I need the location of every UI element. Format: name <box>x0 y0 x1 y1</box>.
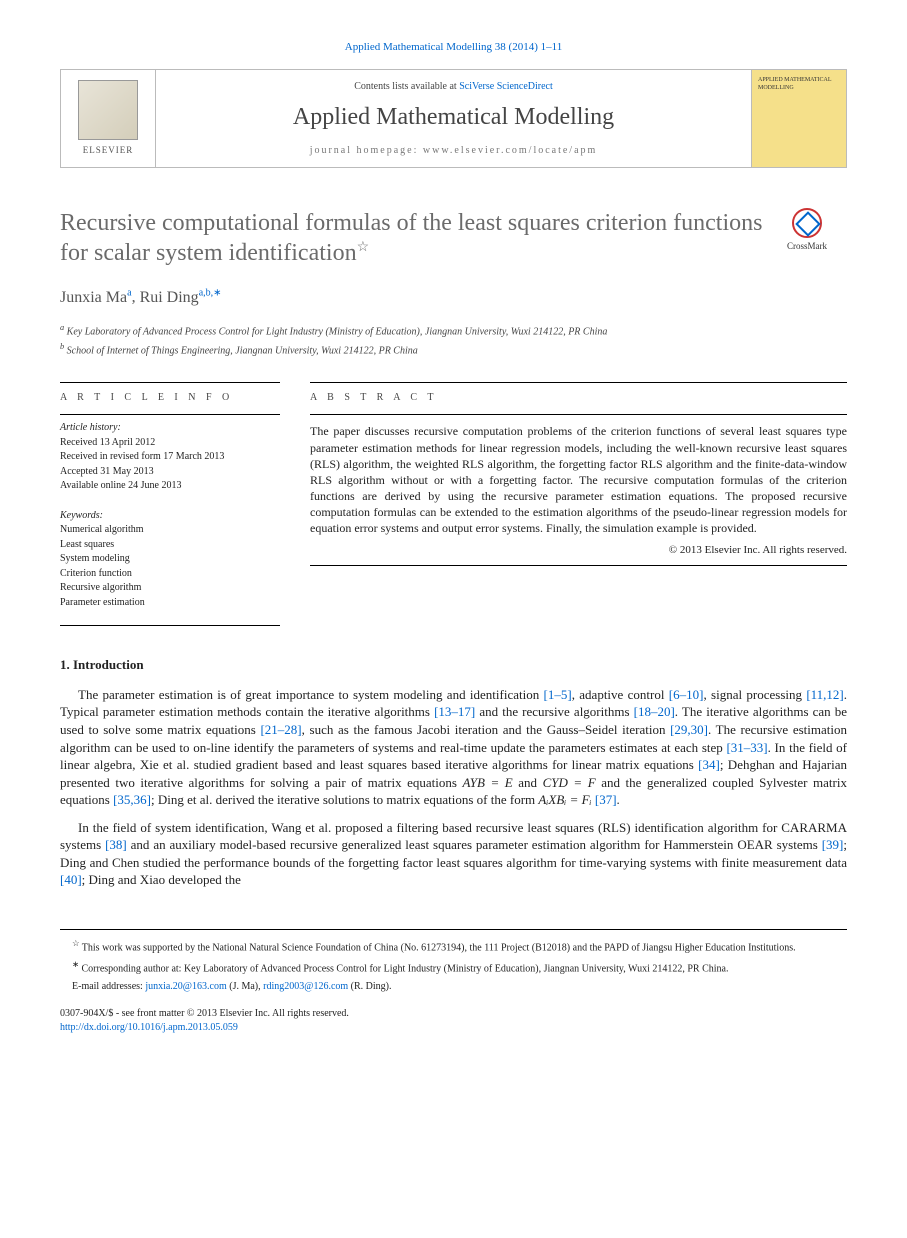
history-item: Received in revised form 17 March 2013 <box>60 450 280 464</box>
sciencedirect-link[interactable]: SciVerse ScienceDirect <box>459 81 553 92</box>
intro-para-1: The parameter estimation is of great imp… <box>60 686 847 809</box>
footnotes: ☆ This work was supported by the Nationa… <box>60 929 847 993</box>
history-item: Received 13 April 2012 <box>60 436 280 450</box>
abstract-column: A B S T R A C T The paper discusses recu… <box>310 382 847 627</box>
intro-heading: 1. Introduction <box>60 656 847 674</box>
contents-available: Contents lists available at SciVerse Sci… <box>354 80 553 94</box>
affiliation: b School of Internet of Things Engineeri… <box>60 341 847 358</box>
citation-link[interactable]: [13–17] <box>434 704 475 719</box>
abstract-heading: A B S T R A C T <box>310 382 847 405</box>
crossmark-icon <box>792 208 822 238</box>
citation-link[interactable]: [1–5] <box>544 687 572 702</box>
keyword: Recursive algorithm <box>60 581 280 595</box>
publisher-block: ELSEVIER <box>61 70 156 167</box>
author: Rui Dinga,b,∗ <box>140 289 222 306</box>
equation: AYB = E <box>463 775 513 790</box>
keyword: System modeling <box>60 552 280 566</box>
citation-link[interactable]: [34] <box>698 757 720 772</box>
publisher-name: ELSEVIER <box>83 144 134 156</box>
affiliation: a Key Laboratory of Advanced Process Con… <box>60 322 847 339</box>
banner-center: Contents lists available at SciVerse Sci… <box>156 70 751 167</box>
footnote: ∗ Corresponding author at: Key Laborator… <box>60 959 847 976</box>
keyword: Parameter estimation <box>60 596 280 610</box>
citation-link[interactable]: [31–33] <box>726 740 767 755</box>
title-footnote-star: ☆ <box>357 240 370 255</box>
article-info-heading: A R T I C L E I N F O <box>60 382 280 405</box>
copyright-block: 0307-904X/$ - see front matter © 2013 El… <box>60 1007 847 1034</box>
footnote-emails: E-mail addresses: junxia.20@163.com (J. … <box>60 980 847 994</box>
email-link[interactable]: rding2003@126.com <box>263 981 348 992</box>
abstract-copyright: © 2013 Elsevier Inc. All rights reserved… <box>310 543 847 558</box>
citation-link[interactable]: [39] <box>822 837 844 852</box>
journal-homepage: journal homepage: www.elsevier.com/locat… <box>310 144 598 158</box>
issn-line: 0307-904X/$ - see front matter © 2013 El… <box>60 1007 847 1021</box>
intro-para-2: In the field of system identification, W… <box>60 819 847 889</box>
citation-link[interactable]: [29,30] <box>670 722 708 737</box>
footnote: ☆ This work was supported by the Nationa… <box>60 938 847 955</box>
history-item: Available online 24 June 2013 <box>60 479 280 493</box>
citation-link[interactable]: [21–28] <box>260 722 301 737</box>
journal-cover-thumb: APPLIED MATHEMATICAL MODELLING <box>751 70 846 167</box>
journal-title: Applied Mathematical Modelling <box>293 101 614 133</box>
citation-link[interactable]: [6–10] <box>669 687 704 702</box>
history-block: Article history: Received 13 April 2012 … <box>60 415 280 493</box>
citation-link[interactable]: [35,36] <box>113 792 151 807</box>
abstract-text: The paper discusses recursive computatio… <box>310 423 847 536</box>
equation: AᵢXBᵢ = Fᵢ <box>538 792 591 807</box>
citation-link[interactable]: [18–20] <box>634 704 675 719</box>
journal-banner: ELSEVIER Contents lists available at Sci… <box>60 69 847 168</box>
keyword: Criterion function <box>60 567 280 581</box>
email-link[interactable]: junxia.20@163.com <box>145 981 226 992</box>
citation-link[interactable]: [11,12] <box>806 687 843 702</box>
crossmark-badge[interactable]: CrossMark <box>767 208 847 252</box>
citation-link[interactable]: [40] <box>60 872 82 887</box>
running-header: Applied Mathematical Modelling 38 (2014)… <box>60 40 847 55</box>
info-abstract-row: A R T I C L E I N F O Article history: R… <box>60 382 847 627</box>
history-label: Article history: <box>60 421 280 435</box>
keywords-block: Keywords: Numerical algorithm Least squa… <box>60 509 280 610</box>
affiliations: a Key Laboratory of Advanced Process Con… <box>60 322 847 358</box>
article-info-column: A R T I C L E I N F O Article history: R… <box>60 382 280 627</box>
history-item: Accepted 31 May 2013 <box>60 465 280 479</box>
keywords-label: Keywords: <box>60 509 280 523</box>
elsevier-tree-icon <box>78 80 138 140</box>
citation-link[interactable]: [37] <box>595 792 617 807</box>
keyword: Least squares <box>60 538 280 552</box>
keyword: Numerical algorithm <box>60 523 280 537</box>
author: Junxia Maa <box>60 289 132 306</box>
equation: CYD = F <box>543 775 596 790</box>
author-list: Junxia Maa, Rui Dinga,b,∗ <box>60 286 847 308</box>
article-title: Recursive computational formulas of the … <box>60 208 847 268</box>
citation-link[interactable]: [38] <box>105 837 127 852</box>
doi-link[interactable]: http://dx.doi.org/10.1016/j.apm.2013.05.… <box>60 1022 238 1033</box>
